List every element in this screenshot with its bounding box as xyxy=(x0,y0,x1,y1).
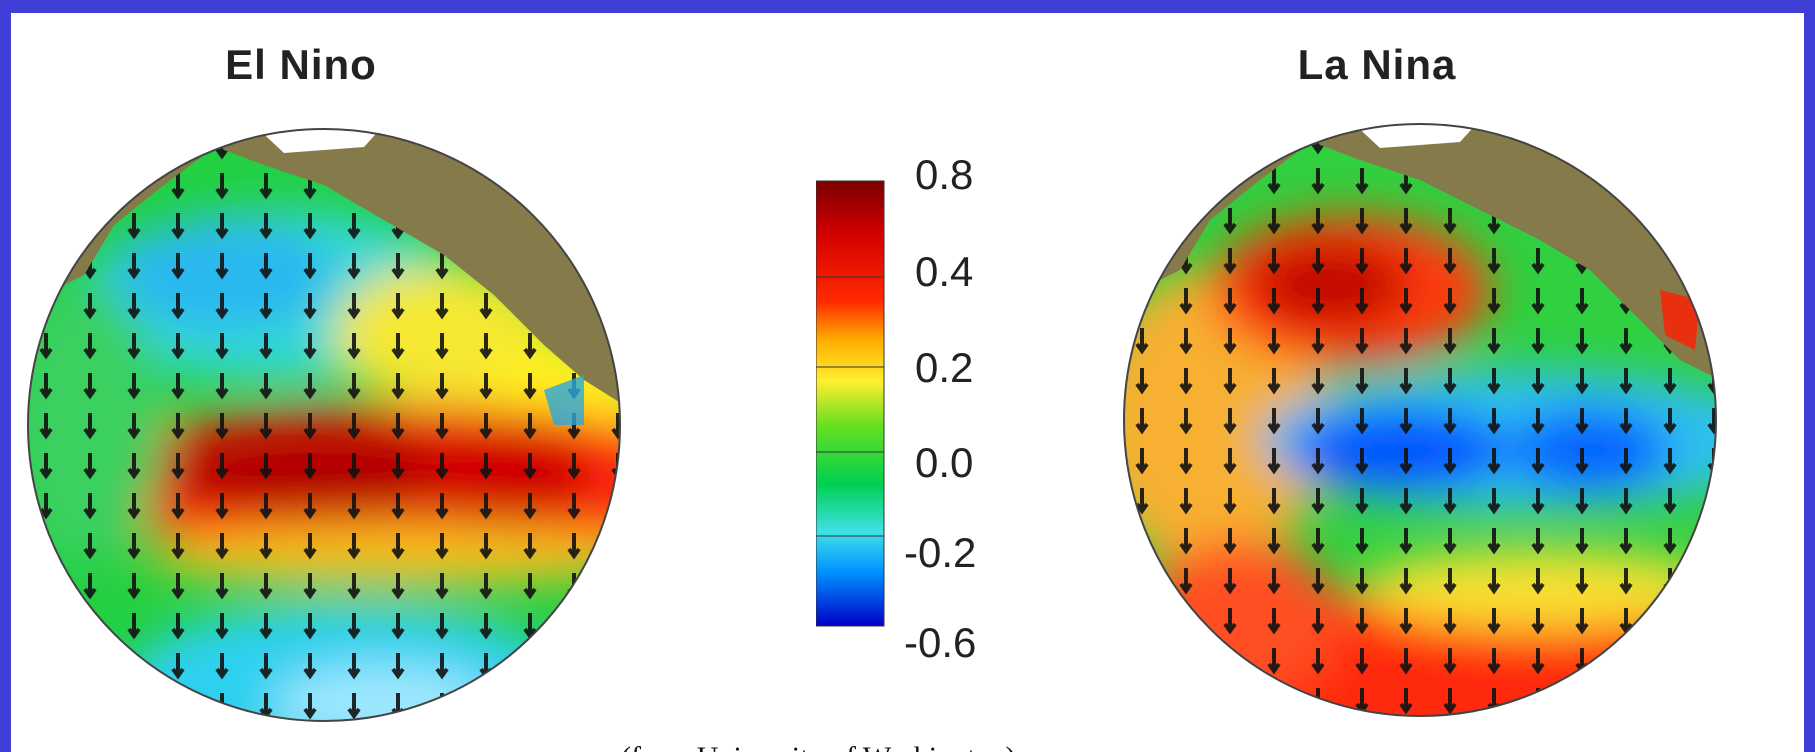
el-nino-globe xyxy=(27,128,621,722)
colorbar-tick-3: 0.0 xyxy=(915,439,974,486)
colorbar-tick-0: 0.8 xyxy=(915,151,974,198)
colorbar-tick-4: -0.2 xyxy=(904,529,977,576)
colorbar-tick-5: -0.6 xyxy=(904,619,977,666)
source-caption: (from University of Washington) xyxy=(621,741,1015,752)
colorbar-tick-1: 0.4 xyxy=(915,248,974,295)
figure-panel: El Nino La Nina xyxy=(11,13,1804,752)
el-nino-title: El Nino xyxy=(225,41,377,88)
colorbar-tick-2: 0.2 xyxy=(915,344,974,391)
la-nina-title: La Nina xyxy=(1297,41,1457,88)
la-nina-globe xyxy=(1123,123,1717,717)
colorbar: 0.8 0.4 0.2 0.0 -0.2 -0.6 xyxy=(816,151,1036,691)
colorbar-scale xyxy=(816,180,885,627)
